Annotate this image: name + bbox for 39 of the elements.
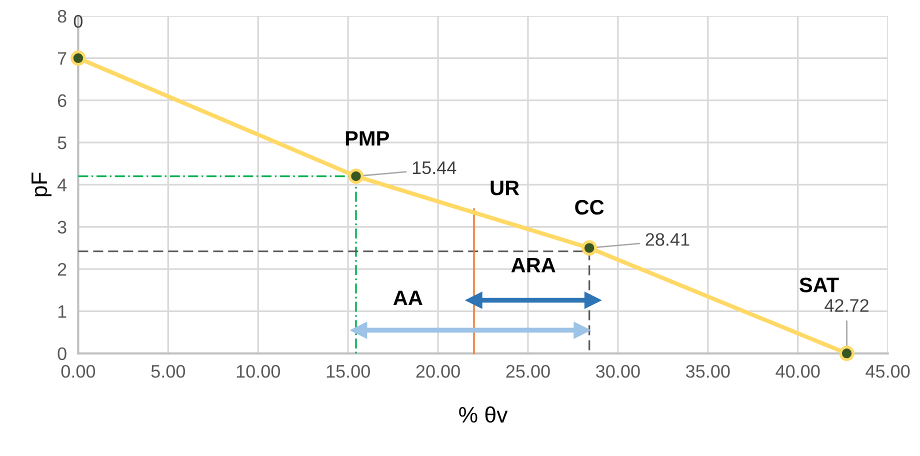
point	[582, 240, 597, 256]
point	[350, 322, 368, 339]
x-tick-label: 10.00	[236, 364, 280, 378]
annotation: SAT	[800, 278, 839, 292]
x-tick-label: 40.00	[776, 364, 820, 378]
annotation: 28.41	[646, 233, 690, 246]
point	[70, 50, 86, 66]
x-tick-label: 15.00	[326, 364, 370, 378]
x-tick-label: 25.00	[506, 364, 550, 378]
annotation: PMP	[346, 131, 389, 146]
point	[348, 168, 364, 184]
point	[574, 322, 590, 339]
x-axis-title: % θv	[459, 406, 508, 423]
annotation: AA	[393, 290, 422, 306]
y-tick-label: 8	[58, 10, 66, 23]
annotation: 0	[74, 14, 83, 28]
annotation: 15.44	[412, 162, 456, 174]
y-tick-label: 0	[58, 347, 66, 360]
x-tick-label: 20.00	[416, 364, 460, 378]
annotation: ARA	[511, 258, 556, 272]
y-axis-title: pF	[32, 172, 52, 196]
annotation: CC	[575, 200, 604, 215]
x-tick-label: 45.00	[866, 364, 910, 378]
annotation: 42.72	[824, 299, 868, 312]
y-tick-label: 7	[58, 52, 66, 65]
y-tick-label: 4	[57, 178, 67, 192]
x-tick-label: 5.00	[151, 364, 186, 378]
point	[466, 292, 482, 309]
y-tick-label: 3	[58, 220, 66, 234]
x-tick-label: 30.00	[596, 364, 640, 378]
point	[839, 346, 854, 362]
annotation: UR	[490, 180, 520, 196]
y-tick-label: 1	[58, 305, 66, 318]
point	[584, 292, 602, 309]
y-tick-label: 5	[58, 136, 66, 150]
x-tick-label: 0.00	[61, 364, 96, 378]
y-tick-label: 2	[58, 262, 66, 276]
x-tick-label: 35.00	[686, 364, 730, 378]
y-tick-label: 6	[58, 94, 66, 108]
